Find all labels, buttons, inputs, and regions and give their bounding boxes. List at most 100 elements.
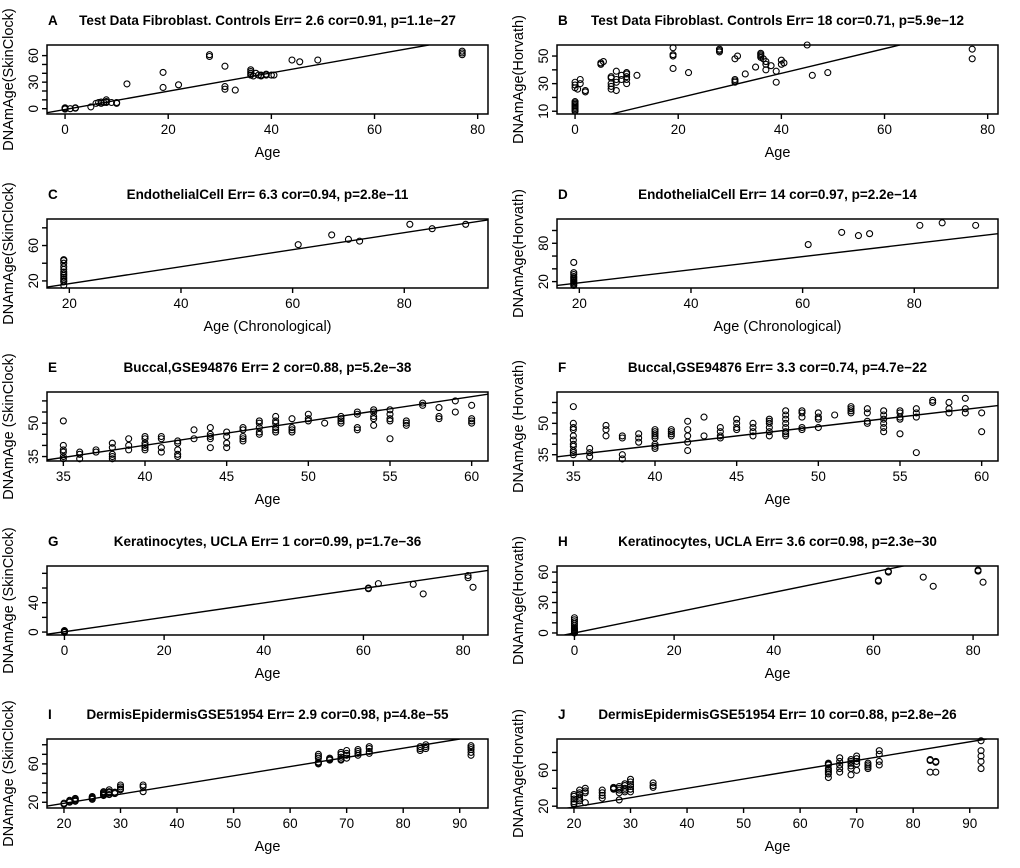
data-point — [458, 51, 466, 59]
data-point — [618, 434, 626, 442]
x-tick-label: 0 — [571, 643, 579, 658]
data-point — [782, 407, 790, 415]
data-point — [977, 737, 985, 745]
data-point — [716, 424, 724, 432]
data-point — [808, 71, 816, 79]
x-tick-label: 20 — [572, 296, 587, 311]
data-point — [874, 576, 882, 584]
data-point — [932, 768, 940, 777]
y-tick-label: 60 — [26, 48, 41, 63]
data-point — [570, 613, 578, 622]
y-tick-label: 0 — [26, 105, 41, 113]
data-point — [337, 415, 345, 423]
data-point — [772, 67, 780, 75]
data-point — [76, 450, 84, 459]
data-point — [979, 578, 987, 586]
x-tick-label: 0 — [61, 643, 68, 658]
plot-box — [556, 217, 999, 289]
data-point — [111, 789, 119, 797]
plot-box — [46, 217, 489, 289]
data-point — [570, 272, 578, 280]
data-point — [255, 419, 263, 427]
data-point — [272, 419, 280, 427]
data-point — [467, 744, 475, 752]
x-tick-label: 35 — [56, 469, 71, 484]
y-tick-label: 60 — [26, 238, 41, 253]
data-point — [353, 424, 361, 432]
plot-box — [556, 391, 999, 462]
data-point — [853, 767, 861, 775]
data-point — [836, 761, 844, 769]
y-axis-label: DNAmAge (Horvath) — [511, 360, 527, 493]
data-point — [337, 413, 345, 421]
data-point — [919, 573, 927, 581]
regression-line — [557, 405, 998, 458]
data-point — [108, 453, 116, 461]
data-point — [223, 444, 231, 452]
panel-letter: B — [558, 13, 568, 28]
data-point — [581, 86, 589, 95]
x-tick-label: 0 — [571, 122, 579, 137]
data-point — [612, 75, 620, 84]
x-axis-label: Age — [765, 666, 791, 682]
panel-J: J DermisEpidermisGSE51954 Err= 10 cor=0.8… — [511, 707, 999, 855]
data-point — [569, 449, 577, 457]
panel-title: DermisEpidermisGSE51954 Err= 2.9 cor=0.9… — [86, 707, 449, 722]
data-point — [977, 765, 985, 773]
data-point — [435, 404, 443, 412]
panel-title: DermisEpidermisGSE51954 Err= 10 cor=0.88… — [598, 707, 957, 722]
data-point — [223, 428, 231, 436]
x-tick-label: 60 — [367, 122, 382, 137]
y-tick-label: 60 — [26, 757, 41, 772]
panel-A: A Test Data Fibroblast. Controls Err= 2.6… — [1, 8, 489, 161]
x-tick-label: 60 — [356, 643, 371, 658]
data-point — [231, 86, 239, 94]
data-point — [863, 409, 871, 417]
data-point — [880, 407, 888, 415]
x-tick-label: 50 — [301, 469, 316, 484]
data-point — [836, 768, 844, 777]
data-point — [123, 80, 131, 88]
data-point — [92, 448, 100, 456]
data-point — [272, 424, 280, 432]
data-point — [684, 69, 693, 77]
regression-line — [557, 232, 998, 286]
data-point — [968, 55, 976, 63]
data-point — [752, 63, 760, 71]
data-point — [581, 789, 589, 797]
data-point — [402, 417, 410, 425]
data-point — [386, 410, 394, 418]
x-axis-label: Age — [255, 666, 281, 682]
data-point — [618, 451, 626, 459]
data-point — [419, 401, 427, 410]
panel-E: E Buccal,GSE94876 Err= 2 cor=0.88, p=5.2e… — [1, 353, 489, 508]
data-point — [804, 240, 812, 248]
data-point — [370, 422, 378, 430]
data-point — [863, 417, 871, 426]
data-point — [814, 424, 822, 432]
plot-box — [46, 565, 489, 636]
x-tick-label: 30 — [623, 816, 638, 831]
data-point — [451, 397, 459, 405]
data-point — [733, 415, 741, 423]
y-axis-label: DNAmAge(SkinClock) — [1, 8, 17, 150]
data-point — [884, 567, 892, 575]
regression-line — [47, 393, 488, 461]
data-point — [464, 573, 472, 582]
data-point — [159, 68, 167, 76]
y-tick-label: 35 — [26, 449, 41, 464]
data-point — [667, 432, 675, 440]
x-axis-label: Age (Chronological) — [713, 319, 841, 335]
data-point — [76, 448, 84, 456]
y-tick-label: 20 — [536, 799, 551, 814]
data-point — [569, 447, 577, 455]
y-tick-label: 50 — [536, 49, 551, 64]
data-point — [386, 406, 394, 414]
data-point — [288, 56, 296, 64]
panel-title: Keratinocytes, UCLA Err= 3.6 cor=0.98, p… — [618, 534, 937, 549]
data-point — [798, 409, 806, 417]
data-point — [854, 231, 862, 239]
data-point — [174, 450, 182, 459]
data-point — [270, 71, 278, 79]
y-tick-label: 60 — [536, 564, 551, 579]
